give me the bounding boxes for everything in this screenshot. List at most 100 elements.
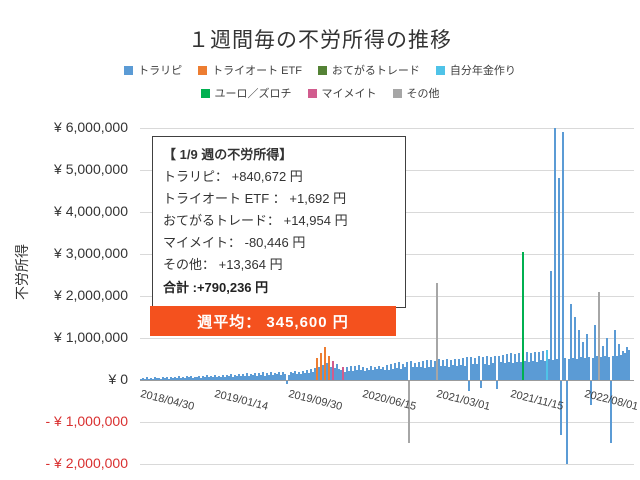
bar [218, 375, 220, 380]
bar [346, 366, 348, 380]
legend-item: マイメイト [307, 85, 377, 101]
bar [378, 365, 380, 380]
gridline [140, 338, 634, 339]
bar [526, 352, 528, 380]
bar [410, 361, 412, 380]
bar [578, 329, 580, 380]
bar [400, 369, 402, 380]
bar [478, 356, 480, 380]
legend-color-swatch [392, 88, 402, 98]
bar [538, 352, 540, 380]
bar [494, 355, 496, 380]
bar [530, 353, 532, 380]
bar [260, 374, 262, 380]
bar [480, 380, 482, 388]
bar [582, 342, 584, 380]
bar [510, 353, 512, 380]
bar [302, 370, 304, 380]
bar [386, 364, 388, 380]
legend-item: その他 [392, 85, 440, 101]
bar [266, 373, 268, 380]
bar [464, 365, 466, 380]
bar [504, 363, 506, 380]
bar [376, 369, 378, 380]
bar [362, 366, 364, 380]
bar [354, 366, 356, 380]
bar [200, 377, 202, 380]
bar [554, 128, 556, 380]
bar [288, 374, 290, 380]
bar [366, 367, 368, 380]
bar [484, 363, 486, 380]
bar [300, 373, 302, 380]
bars [140, 128, 634, 464]
bar [428, 366, 430, 380]
bar [278, 371, 280, 380]
bar [500, 362, 502, 380]
bar [274, 372, 276, 380]
bar [220, 376, 222, 380]
bar [306, 369, 308, 380]
bar [148, 378, 150, 380]
bar [436, 283, 438, 380]
bar [190, 376, 192, 380]
bar [468, 380, 470, 391]
bar [434, 360, 436, 380]
bar [154, 377, 156, 380]
bar [280, 374, 282, 380]
bar [472, 364, 474, 380]
bar [422, 361, 424, 380]
bar [524, 361, 526, 380]
bar [332, 361, 334, 380]
bar [456, 366, 458, 380]
bar [614, 329, 616, 380]
bar [450, 359, 452, 380]
bar [250, 373, 252, 380]
bar [548, 359, 550, 380]
legend-row-1: トラリピ トライオート ETF おてがるトレード 自分年金作り [0, 62, 640, 78]
bar [298, 371, 300, 380]
legend-item: トラリピ [124, 62, 182, 78]
y-tick-label: ¥ 6,000,000 [54, 119, 128, 135]
annotation-title: 【 1/9 週の不労所得】 [163, 147, 293, 162]
bar [184, 378, 186, 380]
bar [380, 369, 382, 380]
y-tick-label: ¥ 2,000,000 [54, 287, 128, 303]
bar [290, 372, 292, 380]
bar [516, 361, 518, 380]
bar [348, 370, 350, 380]
legend-label: マイメイト [321, 88, 377, 100]
bar [404, 367, 406, 380]
bar [486, 356, 488, 380]
bar [598, 291, 600, 380]
annotation-box: 【 1/9 週の不労所得】 トラリピ： +840,672 円トライオート ETF… [152, 136, 406, 308]
bar [162, 377, 164, 380]
bar [170, 377, 172, 380]
bar [384, 369, 386, 380]
bar [584, 358, 586, 380]
bar [564, 358, 566, 380]
bar [426, 360, 428, 380]
bar [248, 376, 250, 380]
bar [572, 357, 574, 380]
bar [284, 373, 286, 380]
bar [188, 377, 190, 380]
legend-color-swatch [435, 65, 445, 75]
bar [146, 377, 148, 380]
bar [320, 353, 322, 380]
bar [238, 373, 240, 380]
bar [328, 356, 330, 380]
bar [590, 380, 592, 406]
bar [498, 356, 500, 380]
weekly-average-label: 週平均： 345,600 円 [197, 313, 349, 331]
bar [626, 346, 628, 380]
bar [152, 378, 154, 380]
bar [142, 378, 144, 380]
annotation-line: トライオート ETF ： +1,692 円 [163, 191, 347, 207]
bar [592, 357, 594, 380]
bar [398, 362, 400, 380]
bar [512, 362, 514, 380]
annotation-total: 合計 :+790,236 円 [163, 279, 269, 295]
y-tick-label: ¥ 0 [108, 371, 128, 387]
bar [540, 359, 542, 380]
